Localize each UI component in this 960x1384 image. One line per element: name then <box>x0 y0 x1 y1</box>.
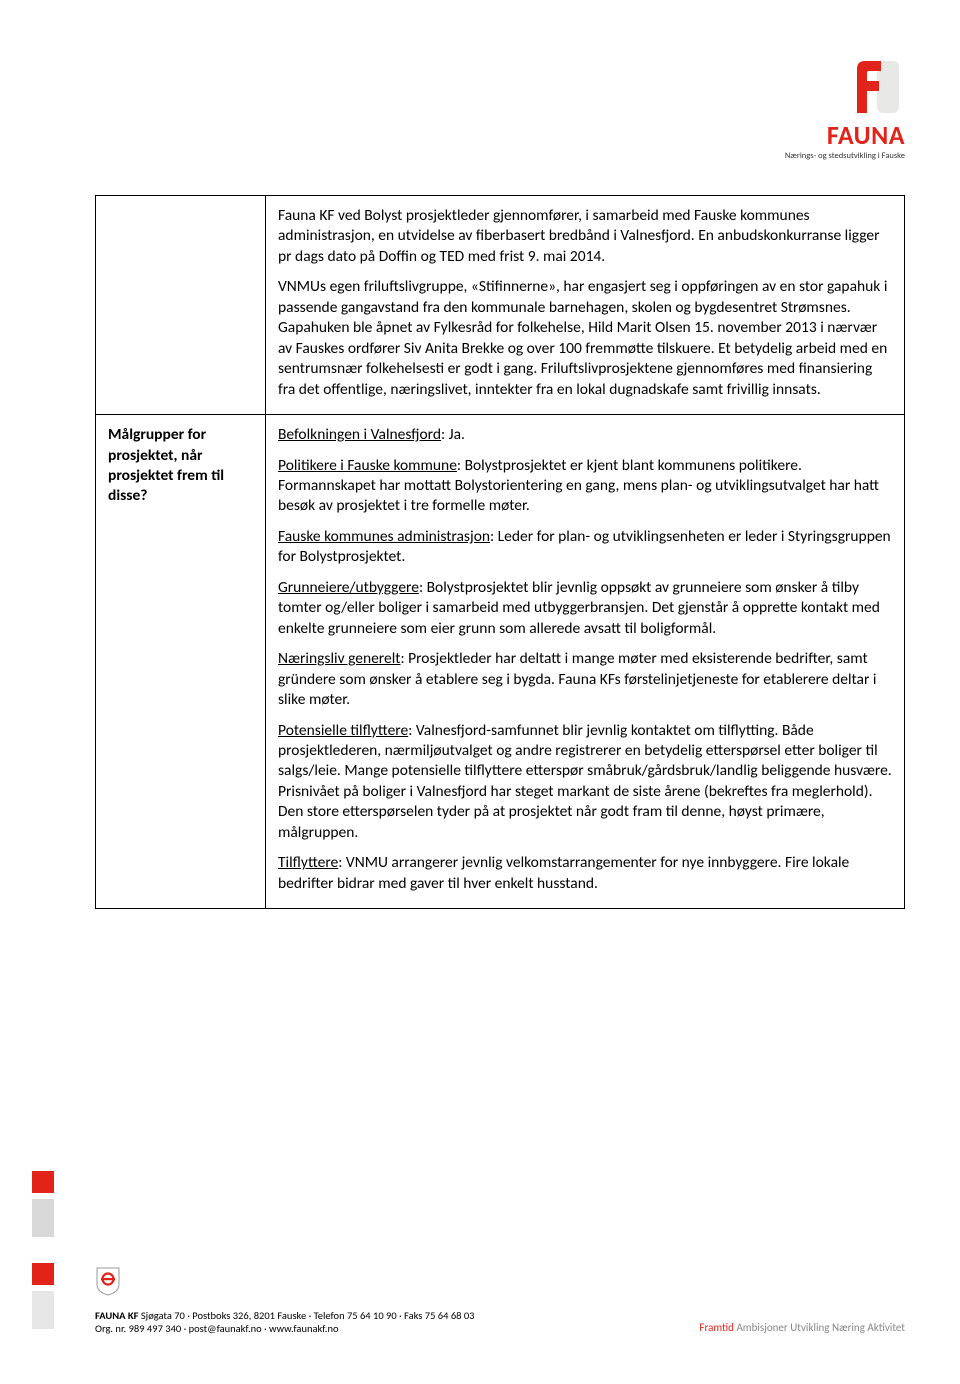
slogan-word: Utvikling <box>790 1321 829 1334</box>
logo-tagline: Nærings- og stedsutvikling i Fauske <box>785 151 905 161</box>
underlined-heading: Grunneiere/utbyggere <box>278 578 419 597</box>
logo-brand-text: FAUNA <box>785 119 905 151</box>
paragraph: VNMUs egen friluftslivgruppe, «Stifinner… <box>278 277 892 400</box>
underlined-heading: Potensielle tilflyttere <box>278 721 408 740</box>
paragraph: Næringsliv generelt: Prosjektleder har d… <box>278 649 892 710</box>
content-table: Fauna KF ved Bolyst prosjektleder gjenno… <box>95 195 905 909</box>
slogan-word: Framtid <box>699 1321 734 1334</box>
underlined-heading: Næringsliv generelt <box>278 649 400 668</box>
document-page: FAUNA Nærings- og stedsutvikling i Fausk… <box>0 0 960 1384</box>
side-color-markers <box>32 1171 54 1329</box>
row-body-cell: Befolkningen i Valnesfjord: Ja. Politike… <box>266 415 905 909</box>
underlined-heading: Politikere i Fauske kommune <box>278 456 457 475</box>
underlined-heading: Befolkningen i Valnesfjord <box>278 425 441 444</box>
grey-block-icon <box>32 1199 54 1237</box>
paragraph: Grunneiere/utbyggere: Bolystprosjektet b… <box>278 578 892 639</box>
fauna-logo-icon <box>847 55 905 117</box>
underlined-heading: Fauske kommunes administrasjon <box>278 527 490 546</box>
slogan-word: Aktivitet <box>867 1321 905 1334</box>
row-label-cell <box>96 196 266 415</box>
paragraph: Fauna KF ved Bolyst prosjektleder gjenno… <box>278 206 892 267</box>
footer-address-text: Sjøgata 70 · Postboks 326, 8201 Fauske ·… <box>138 1309 474 1322</box>
paragraph: Potensielle tilflyttere: Valnesfjord-sam… <box>278 721 892 844</box>
paragraph: Fauske kommunes administrasjon: Leder fo… <box>278 527 892 568</box>
paragraph: Befolkningen i Valnesfjord: Ja. <box>278 425 892 445</box>
footer-slogan: Framtid Ambisjoner Utvikling Næring Akti… <box>699 1321 905 1334</box>
body-text: : Ja. <box>441 425 465 444</box>
red-square-icon <box>32 1171 54 1193</box>
slogan-word: Næring <box>832 1321 865 1334</box>
underlined-heading: Tilflyttere <box>278 853 338 872</box>
row-label-cell: Målgrupper for prosjektet, når prosjekte… <box>96 415 266 909</box>
paragraph: Politikere i Fauske kommune: Bolystprosj… <box>278 456 892 517</box>
body-text: : VNMU arrangerer jevnlig velkomstarrang… <box>278 853 849 892</box>
page-footer: FAUNA KF Sjøgata 70 · Postboks 326, 8201… <box>95 1266 905 1336</box>
logo-block: FAUNA Nærings- og stedsutvikling i Fausk… <box>785 55 905 161</box>
table-row: Fauna KF ved Bolyst prosjektleder gjenno… <box>96 196 905 415</box>
paragraph: Tilflyttere: VNMU arrangerer jevnlig vel… <box>278 853 892 894</box>
row-body-cell: Fauna KF ved Bolyst prosjektleder gjenno… <box>266 196 905 415</box>
red-square-icon <box>32 1263 54 1285</box>
table-row: Målgrupper for prosjektet, når prosjekte… <box>96 415 905 909</box>
slogan-word: Ambisjoner <box>736 1321 787 1334</box>
footer-org-name: FAUNA KF <box>95 1309 138 1322</box>
shield-icon <box>95 1266 121 1301</box>
grey-block-icon <box>32 1291 54 1329</box>
